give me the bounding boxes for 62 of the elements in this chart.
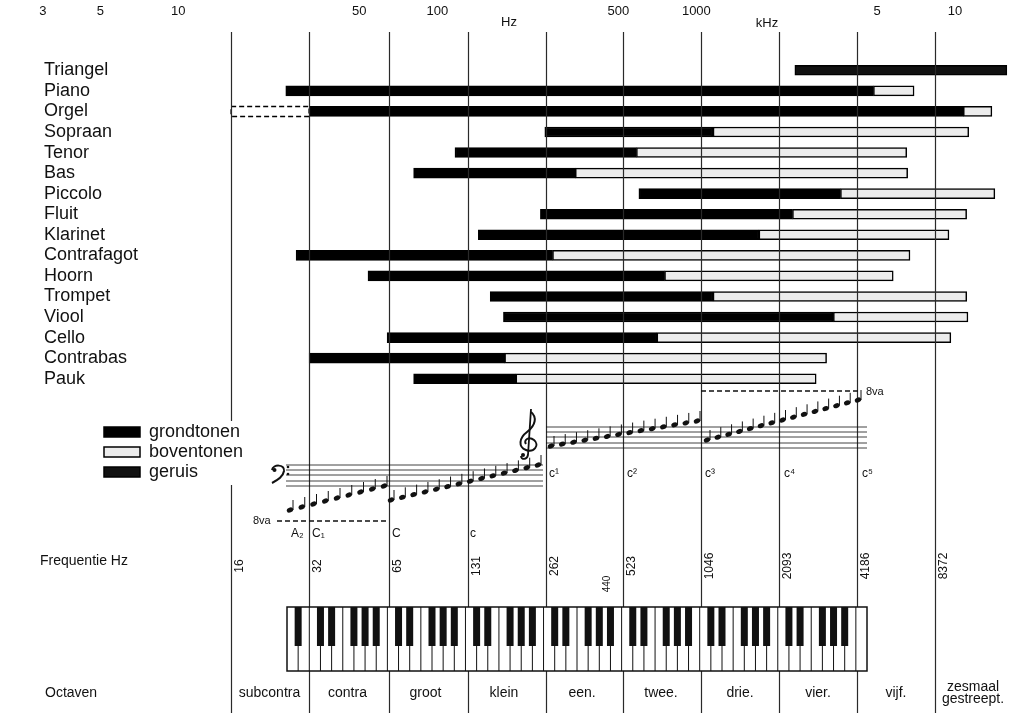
- x-tick-label: 5: [96, 2, 104, 18]
- legend-label: boventonen: [149, 440, 244, 461]
- y-tick-label: Trompet: [44, 285, 111, 306]
- y-tick-label: Contrafagot: [44, 244, 139, 265]
- text: c¹: [549, 466, 559, 481]
- text: Octaven: [45, 683, 98, 700]
- ref-line-label: 8372: [935, 552, 950, 580]
- y-tick-label: Fluit: [44, 203, 79, 224]
- text: zesmaal gestreept.: [941, 677, 1005, 707]
- text: c⁴: [784, 466, 796, 481]
- x-tick-label: 500: [607, 2, 630, 18]
- y-tick-label: Orgel: [44, 100, 89, 121]
- y-tick-label: Klarinet: [44, 223, 106, 244]
- text: drie.: [726, 683, 754, 700]
- text: vier.: [805, 683, 831, 700]
- ref-line-label: 65: [389, 559, 404, 573]
- text: A₂: [291, 526, 304, 541]
- ref-line-label: 262: [546, 555, 561, 577]
- y-tick-label: Tenor: [44, 141, 90, 162]
- text: c: [470, 526, 476, 541]
- y-tick-label: Pauk: [44, 367, 87, 388]
- y-tick-label: Sopraan: [44, 120, 113, 141]
- text: vijf.: [885, 683, 907, 700]
- text: een.: [568, 683, 596, 700]
- x-tick-label: 50: [352, 2, 367, 18]
- y-tick-label: Contrabas: [44, 347, 128, 368]
- text: 8va: [253, 514, 272, 527]
- text: klein: [489, 683, 519, 700]
- text: 440: [600, 575, 612, 593]
- text: c⁵: [862, 466, 873, 481]
- ref-line-label: 32: [309, 559, 324, 573]
- text: contra: [328, 683, 368, 700]
- text: twee.: [644, 683, 678, 700]
- y-tick-label: Cello: [44, 326, 86, 347]
- legend-label: grondtonen: [149, 420, 241, 441]
- y-tick-label: Triangel: [44, 59, 109, 80]
- legend-label: geruis: [149, 460, 199, 481]
- annotation: 8va: [866, 385, 885, 398]
- y-tick-label: Piccolo: [44, 182, 103, 203]
- ref-line-label: 131: [468, 555, 483, 577]
- y-tick-label: Hoorn: [44, 264, 94, 285]
- ref-line-label: 16: [231, 559, 246, 573]
- text: c²: [627, 466, 637, 481]
- text: C₁: [312, 526, 325, 541]
- x-axis-title: Hz: [501, 13, 517, 29]
- y-tick-label: Viool: [44, 306, 84, 326]
- text: c³: [705, 466, 715, 481]
- y-tick-label: Piano: [44, 79, 91, 100]
- x-tick-label: 3: [39, 2, 47, 18]
- x2-axis-title: kHz: [755, 14, 779, 30]
- text: Frequentie Hz: [40, 551, 128, 568]
- ref-line-label: 4186: [857, 552, 872, 580]
- x-tick-label: 1000: [681, 2, 711, 18]
- y-tick-label: Bas: [44, 162, 76, 183]
- ref-line-label: 523: [623, 555, 638, 577]
- ref-line-label: 1046: [701, 552, 716, 580]
- text: subcontra: [238, 683, 301, 700]
- x-tick-label: 100: [426, 2, 449, 18]
- text: groot: [409, 683, 442, 700]
- text: C: [392, 526, 401, 541]
- ref-line-label: 2093: [779, 552, 794, 580]
- x-tick-label: 10: [171, 2, 186, 18]
